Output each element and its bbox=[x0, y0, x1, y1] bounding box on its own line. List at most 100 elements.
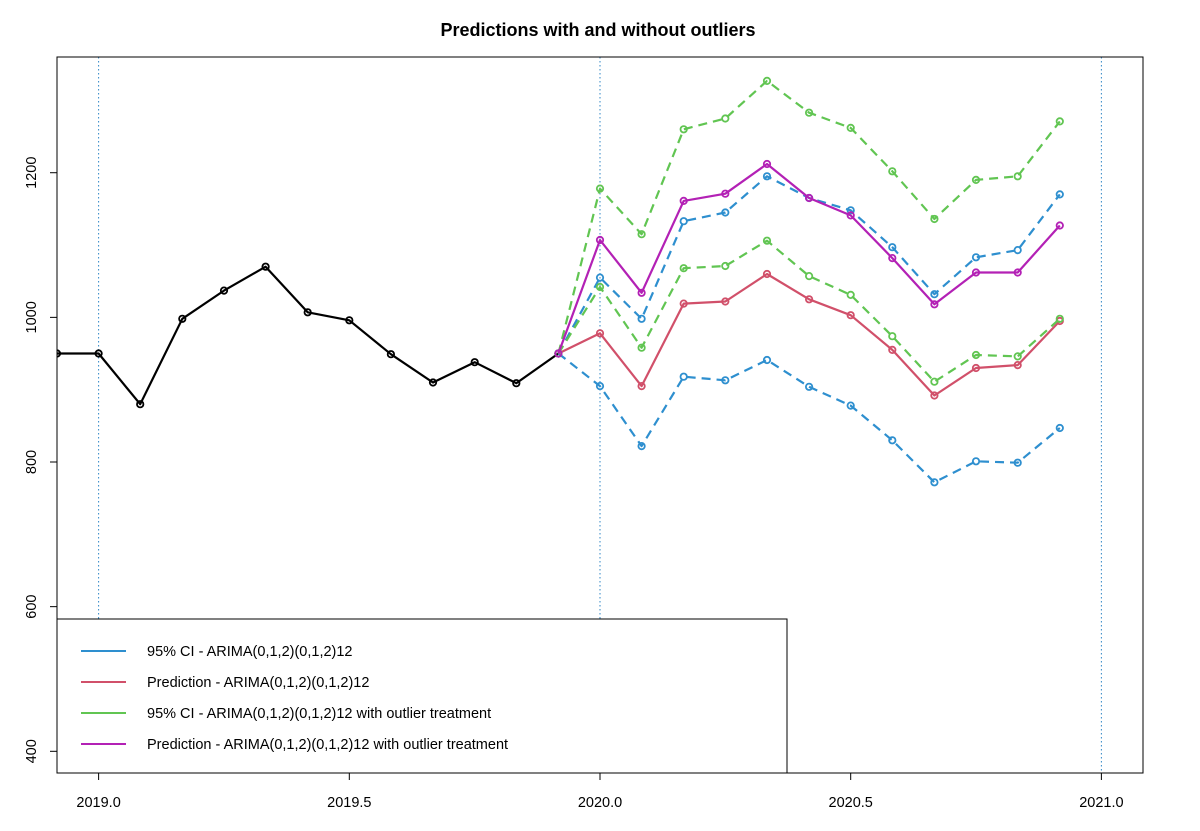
chart-title: Predictions with and without outliers bbox=[440, 20, 755, 40]
x-tick-label: 2021.0 bbox=[1079, 795, 1123, 811]
data-point bbox=[804, 108, 814, 117]
data-point bbox=[679, 264, 688, 273]
data-point bbox=[1055, 314, 1064, 323]
data-point bbox=[595, 184, 605, 193]
legend-label: 95% CI - ARIMA(0,1,2)(0,1,2)12 bbox=[147, 644, 353, 660]
data-point bbox=[345, 316, 354, 325]
data-point bbox=[971, 363, 981, 373]
x-tick-label: 2020.0 bbox=[578, 795, 622, 811]
data-point bbox=[971, 350, 981, 360]
y-tick-label: 400 bbox=[24, 739, 40, 763]
data-point bbox=[930, 391, 939, 400]
legend-label: Prediction - ARIMA(0,1,2)(0,1,2)12 bbox=[147, 675, 369, 691]
data-point bbox=[888, 243, 897, 252]
data-point bbox=[762, 236, 772, 245]
data-point bbox=[888, 436, 897, 445]
data-point bbox=[762, 172, 772, 181]
data-point bbox=[178, 314, 187, 323]
series-line bbox=[557, 162, 1061, 354]
data-point bbox=[846, 311, 855, 320]
x-tick-label: 2019.5 bbox=[327, 795, 371, 811]
data-point bbox=[721, 189, 730, 198]
data-point bbox=[721, 261, 730, 271]
data-point bbox=[637, 314, 646, 323]
data-point bbox=[762, 76, 772, 86]
data-point bbox=[1013, 352, 1022, 361]
data-point bbox=[1055, 423, 1064, 433]
x-tick-label: 2019.0 bbox=[76, 795, 120, 811]
data-point bbox=[888, 167, 897, 176]
data-point bbox=[762, 159, 772, 169]
data-point bbox=[595, 381, 605, 391]
data-point bbox=[971, 175, 981, 184]
legend: 95% CI - ARIMA(0,1,2)(0,1,2)12 Prediction… bbox=[56, 618, 788, 774]
y-tick-label: 1200 bbox=[24, 157, 40, 189]
data-point bbox=[762, 355, 772, 365]
data-point bbox=[804, 193, 814, 203]
data-point bbox=[888, 254, 897, 263]
data-point bbox=[846, 206, 855, 215]
data-point bbox=[846, 290, 855, 299]
series-group bbox=[57, 76, 1064, 487]
data-point bbox=[679, 125, 688, 134]
data-point bbox=[1013, 360, 1022, 370]
data-point bbox=[57, 349, 62, 358]
legend-label: 95% CI - ARIMA(0,1,2)(0,1,2)12 with outl… bbox=[147, 706, 491, 722]
data-point bbox=[679, 196, 688, 205]
data-point bbox=[846, 211, 855, 220]
data-point bbox=[846, 123, 855, 133]
data-point bbox=[804, 295, 814, 304]
data-point bbox=[637, 441, 646, 451]
data-point bbox=[930, 377, 939, 386]
data-point bbox=[470, 358, 479, 367]
data-point bbox=[930, 300, 939, 309]
data-point bbox=[637, 381, 646, 391]
data-point bbox=[888, 345, 897, 354]
series-line bbox=[557, 239, 1061, 383]
data-point bbox=[1055, 117, 1064, 126]
data-point bbox=[721, 297, 730, 306]
data-point bbox=[679, 372, 688, 381]
data-point bbox=[888, 332, 897, 341]
x-tick-label: 2020.5 bbox=[829, 795, 873, 811]
data-point bbox=[1055, 221, 1064, 230]
series-line bbox=[557, 352, 1061, 484]
data-point bbox=[804, 382, 814, 391]
data-point bbox=[846, 401, 855, 410]
data-point bbox=[637, 343, 646, 352]
data-point bbox=[512, 379, 521, 388]
data-point bbox=[428, 378, 438, 387]
data-point bbox=[595, 235, 605, 245]
data-point bbox=[930, 290, 939, 299]
data-point bbox=[721, 208, 730, 217]
data-point bbox=[637, 230, 646, 239]
data-point bbox=[637, 288, 646, 297]
data-point bbox=[136, 400, 145, 409]
data-point bbox=[1055, 190, 1064, 199]
data-point bbox=[721, 114, 730, 123]
data-point bbox=[1013, 172, 1022, 181]
data-point bbox=[595, 273, 605, 282]
legend-box bbox=[56, 618, 788, 774]
data-point bbox=[219, 286, 229, 295]
y-tick-label: 800 bbox=[24, 450, 40, 474]
data-point bbox=[1013, 458, 1022, 467]
data-point bbox=[94, 349, 103, 358]
data-point bbox=[679, 299, 688, 308]
legend-label: Prediction - ARIMA(0,1,2)(0,1,2)12 with … bbox=[147, 737, 508, 753]
data-point bbox=[595, 329, 605, 338]
plot-area: 2019.0 2019.5 2020.0 2020.5 2021.0 400 600 800 1… bbox=[24, 56, 1144, 811]
data-point bbox=[721, 376, 730, 385]
data-point bbox=[930, 478, 939, 487]
data-point bbox=[971, 253, 981, 262]
series-line bbox=[57, 265, 560, 406]
series-line bbox=[557, 175, 1061, 355]
data-point bbox=[1013, 246, 1022, 255]
data-point bbox=[303, 308, 312, 317]
series-line bbox=[557, 79, 1061, 354]
series-line bbox=[557, 272, 1061, 397]
y-tick-label: 1000 bbox=[24, 301, 40, 333]
data-point bbox=[386, 350, 395, 359]
data-point bbox=[804, 271, 814, 281]
